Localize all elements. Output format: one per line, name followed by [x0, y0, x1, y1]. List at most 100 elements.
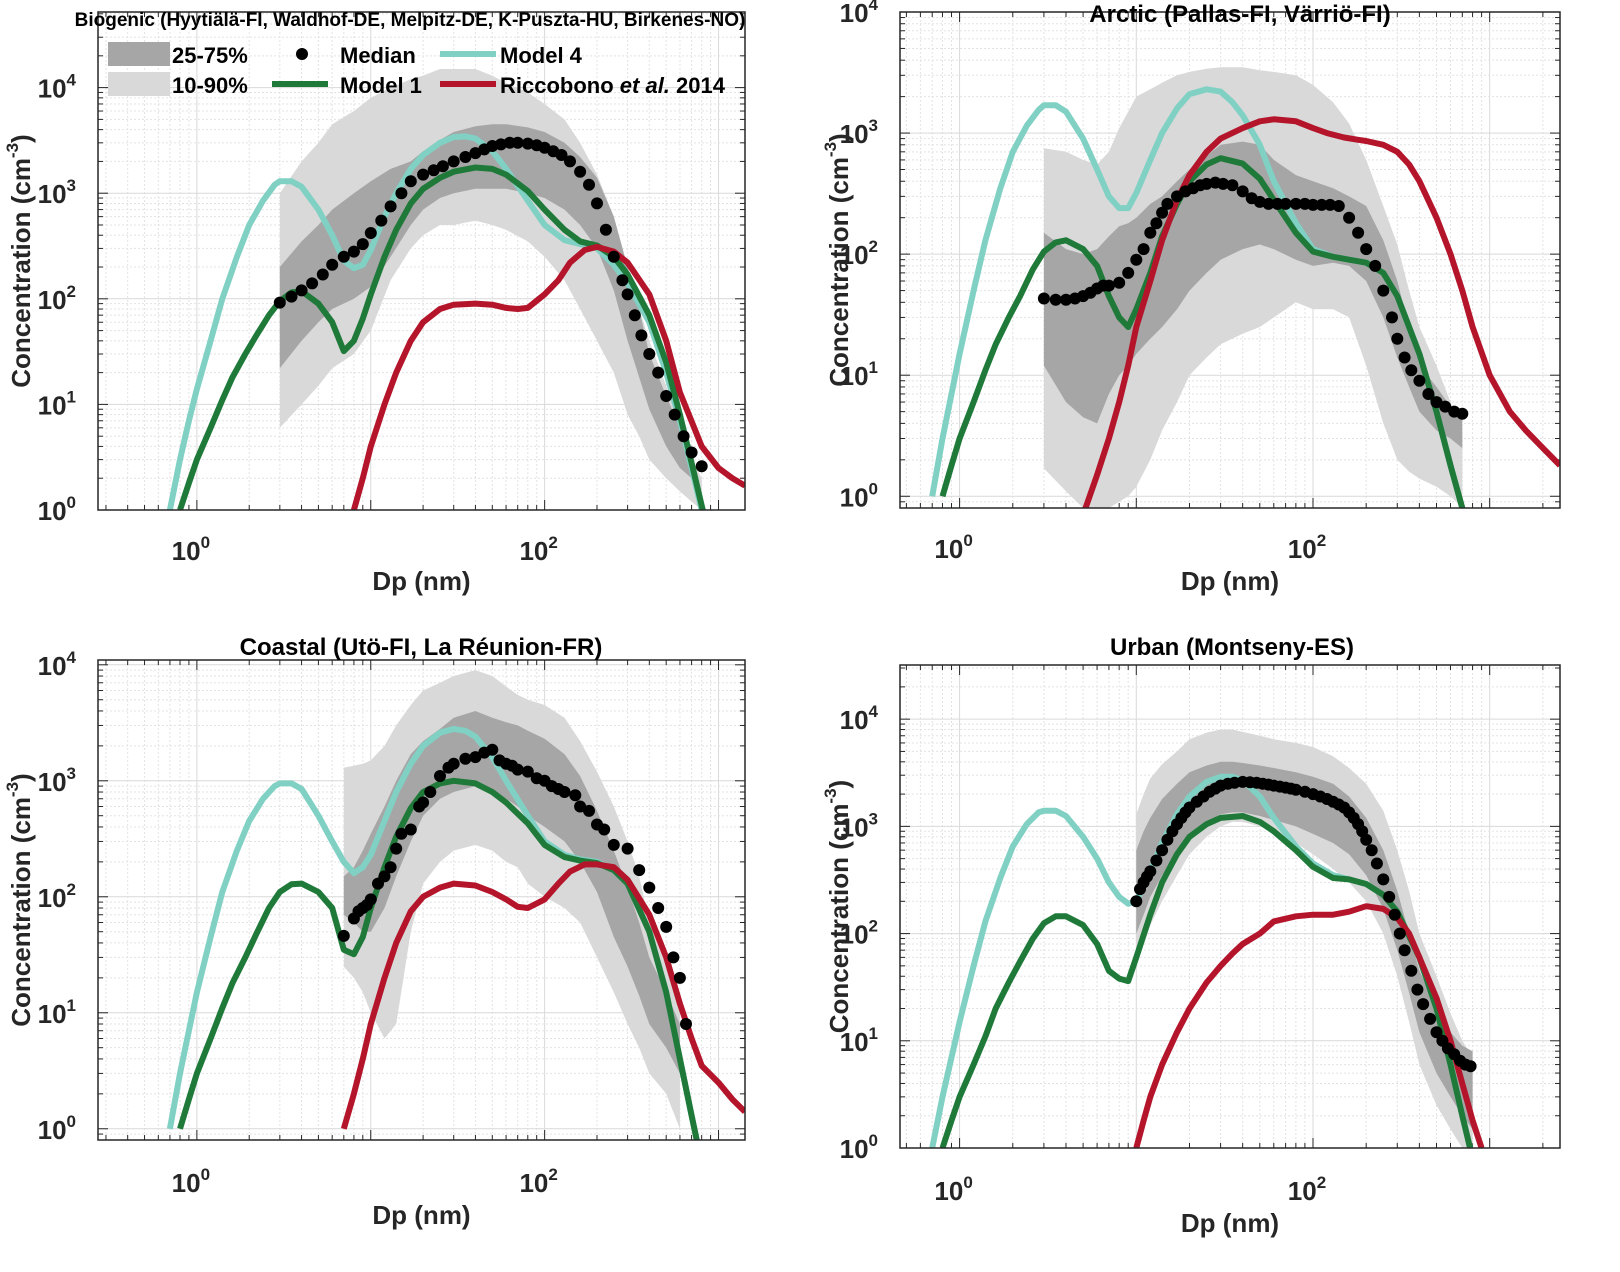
median-point	[390, 842, 403, 855]
median-point	[1150, 217, 1163, 230]
median-point	[1370, 857, 1383, 870]
median-point	[1102, 279, 1115, 292]
median-point	[643, 881, 656, 894]
median-point	[616, 274, 629, 287]
legend-label: 25-75%	[172, 43, 248, 68]
band-25-75	[1043, 141, 1463, 449]
median-point	[384, 861, 397, 874]
axes-frame	[97, 11, 746, 511]
median-point	[306, 277, 319, 290]
median-point	[598, 823, 611, 836]
median-markers	[273, 136, 708, 473]
median-point	[1405, 364, 1418, 377]
median-point	[1324, 198, 1337, 211]
median-point	[1060, 293, 1072, 306]
median-point	[1391, 332, 1404, 345]
legend-label: Riccobono et al. 2014	[500, 73, 726, 98]
median-point	[347, 245, 360, 258]
median-point	[621, 288, 634, 301]
median-point	[652, 366, 665, 379]
median-point	[395, 187, 408, 200]
plot-content	[929, 67, 1560, 508]
median-point	[1422, 388, 1435, 400]
median-point	[404, 823, 417, 836]
median-point	[356, 238, 369, 251]
y-tick-label: 102	[840, 237, 878, 270]
median-point	[1130, 253, 1143, 266]
median-point	[1217, 177, 1230, 190]
legend-item-median: Median	[296, 43, 416, 68]
median-point	[1332, 200, 1345, 212]
median-point	[668, 408, 681, 421]
median-point	[564, 155, 576, 168]
median-point	[295, 284, 308, 297]
legend-item-model1: Model 1	[272, 73, 422, 98]
median-point	[395, 827, 408, 840]
median-point	[1456, 407, 1469, 420]
y-tick-label: 102	[840, 917, 878, 950]
median-point	[375, 214, 388, 227]
legend-swatch	[108, 72, 170, 96]
median-point	[660, 920, 673, 933]
band-10-90	[1136, 729, 1473, 1148]
y-tick-label: 101	[38, 387, 76, 420]
median-point	[635, 329, 648, 342]
legend-marker	[296, 48, 308, 60]
median-point	[695, 460, 708, 473]
median-markers	[1130, 775, 1477, 1073]
median-point	[1360, 243, 1373, 256]
y-tick-label: 101	[840, 358, 878, 391]
median-point	[447, 757, 460, 770]
median-point	[1161, 197, 1174, 210]
median-point	[677, 430, 690, 443]
median-point	[1430, 1026, 1443, 1039]
median-point	[447, 155, 460, 168]
median-point	[1377, 284, 1390, 297]
median-point	[1464, 1060, 1477, 1073]
median-point	[583, 178, 595, 191]
y-tick-label: 100	[38, 1112, 76, 1145]
median-point	[469, 751, 482, 764]
median-point	[667, 951, 680, 964]
y-tick-label: 102	[38, 282, 76, 315]
median-point	[555, 149, 568, 161]
y-axis-label: Concentration (cm-3)	[3, 134, 36, 387]
x-tick-label: 102	[1288, 531, 1326, 564]
median-point	[1156, 844, 1169, 857]
median-point	[685, 446, 698, 459]
panel-title: Biogenic (Hyytiälä-FI, Waldhof-DE, Melpi…	[75, 10, 746, 31]
legend-item-iqr: 25-75%	[108, 42, 248, 68]
median-point	[1439, 400, 1452, 413]
median-point	[1289, 783, 1302, 796]
median-point	[1343, 211, 1356, 224]
median-point	[569, 789, 582, 802]
median-point	[1315, 198, 1328, 211]
median-point	[1360, 833, 1373, 846]
panel-title: Urban (Montseny-ES)	[1110, 634, 1354, 661]
median-markers	[1037, 176, 1469, 420]
median-point	[511, 763, 524, 776]
y-tick-label: 100	[840, 1131, 878, 1164]
legend-label: Model 1	[340, 73, 422, 98]
median-point	[599, 223, 612, 236]
axes-frame	[899, 664, 1561, 1149]
median-point	[1398, 944, 1411, 957]
legend-label: 10-90%	[172, 73, 248, 98]
median-point	[417, 168, 430, 181]
x-tick-label: 100	[172, 1165, 210, 1198]
y-tick-label: 100	[840, 479, 878, 512]
median-point	[574, 800, 587, 813]
median-point	[660, 390, 673, 402]
line-riccobono-2014	[1133, 903, 1485, 1148]
median-markers	[337, 743, 692, 1030]
median-point	[326, 258, 339, 271]
median-point	[1424, 1012, 1437, 1025]
x-axis-label: Dp (nm)	[1181, 1208, 1279, 1238]
y-tick-label: 101	[38, 996, 76, 1029]
median-point	[1411, 983, 1424, 996]
legend-item-model4: Model 4	[440, 43, 583, 68]
y-tick-label: 102	[38, 880, 76, 913]
median-point	[316, 268, 329, 281]
plot-content	[166, 670, 745, 1140]
median-point	[384, 200, 397, 213]
